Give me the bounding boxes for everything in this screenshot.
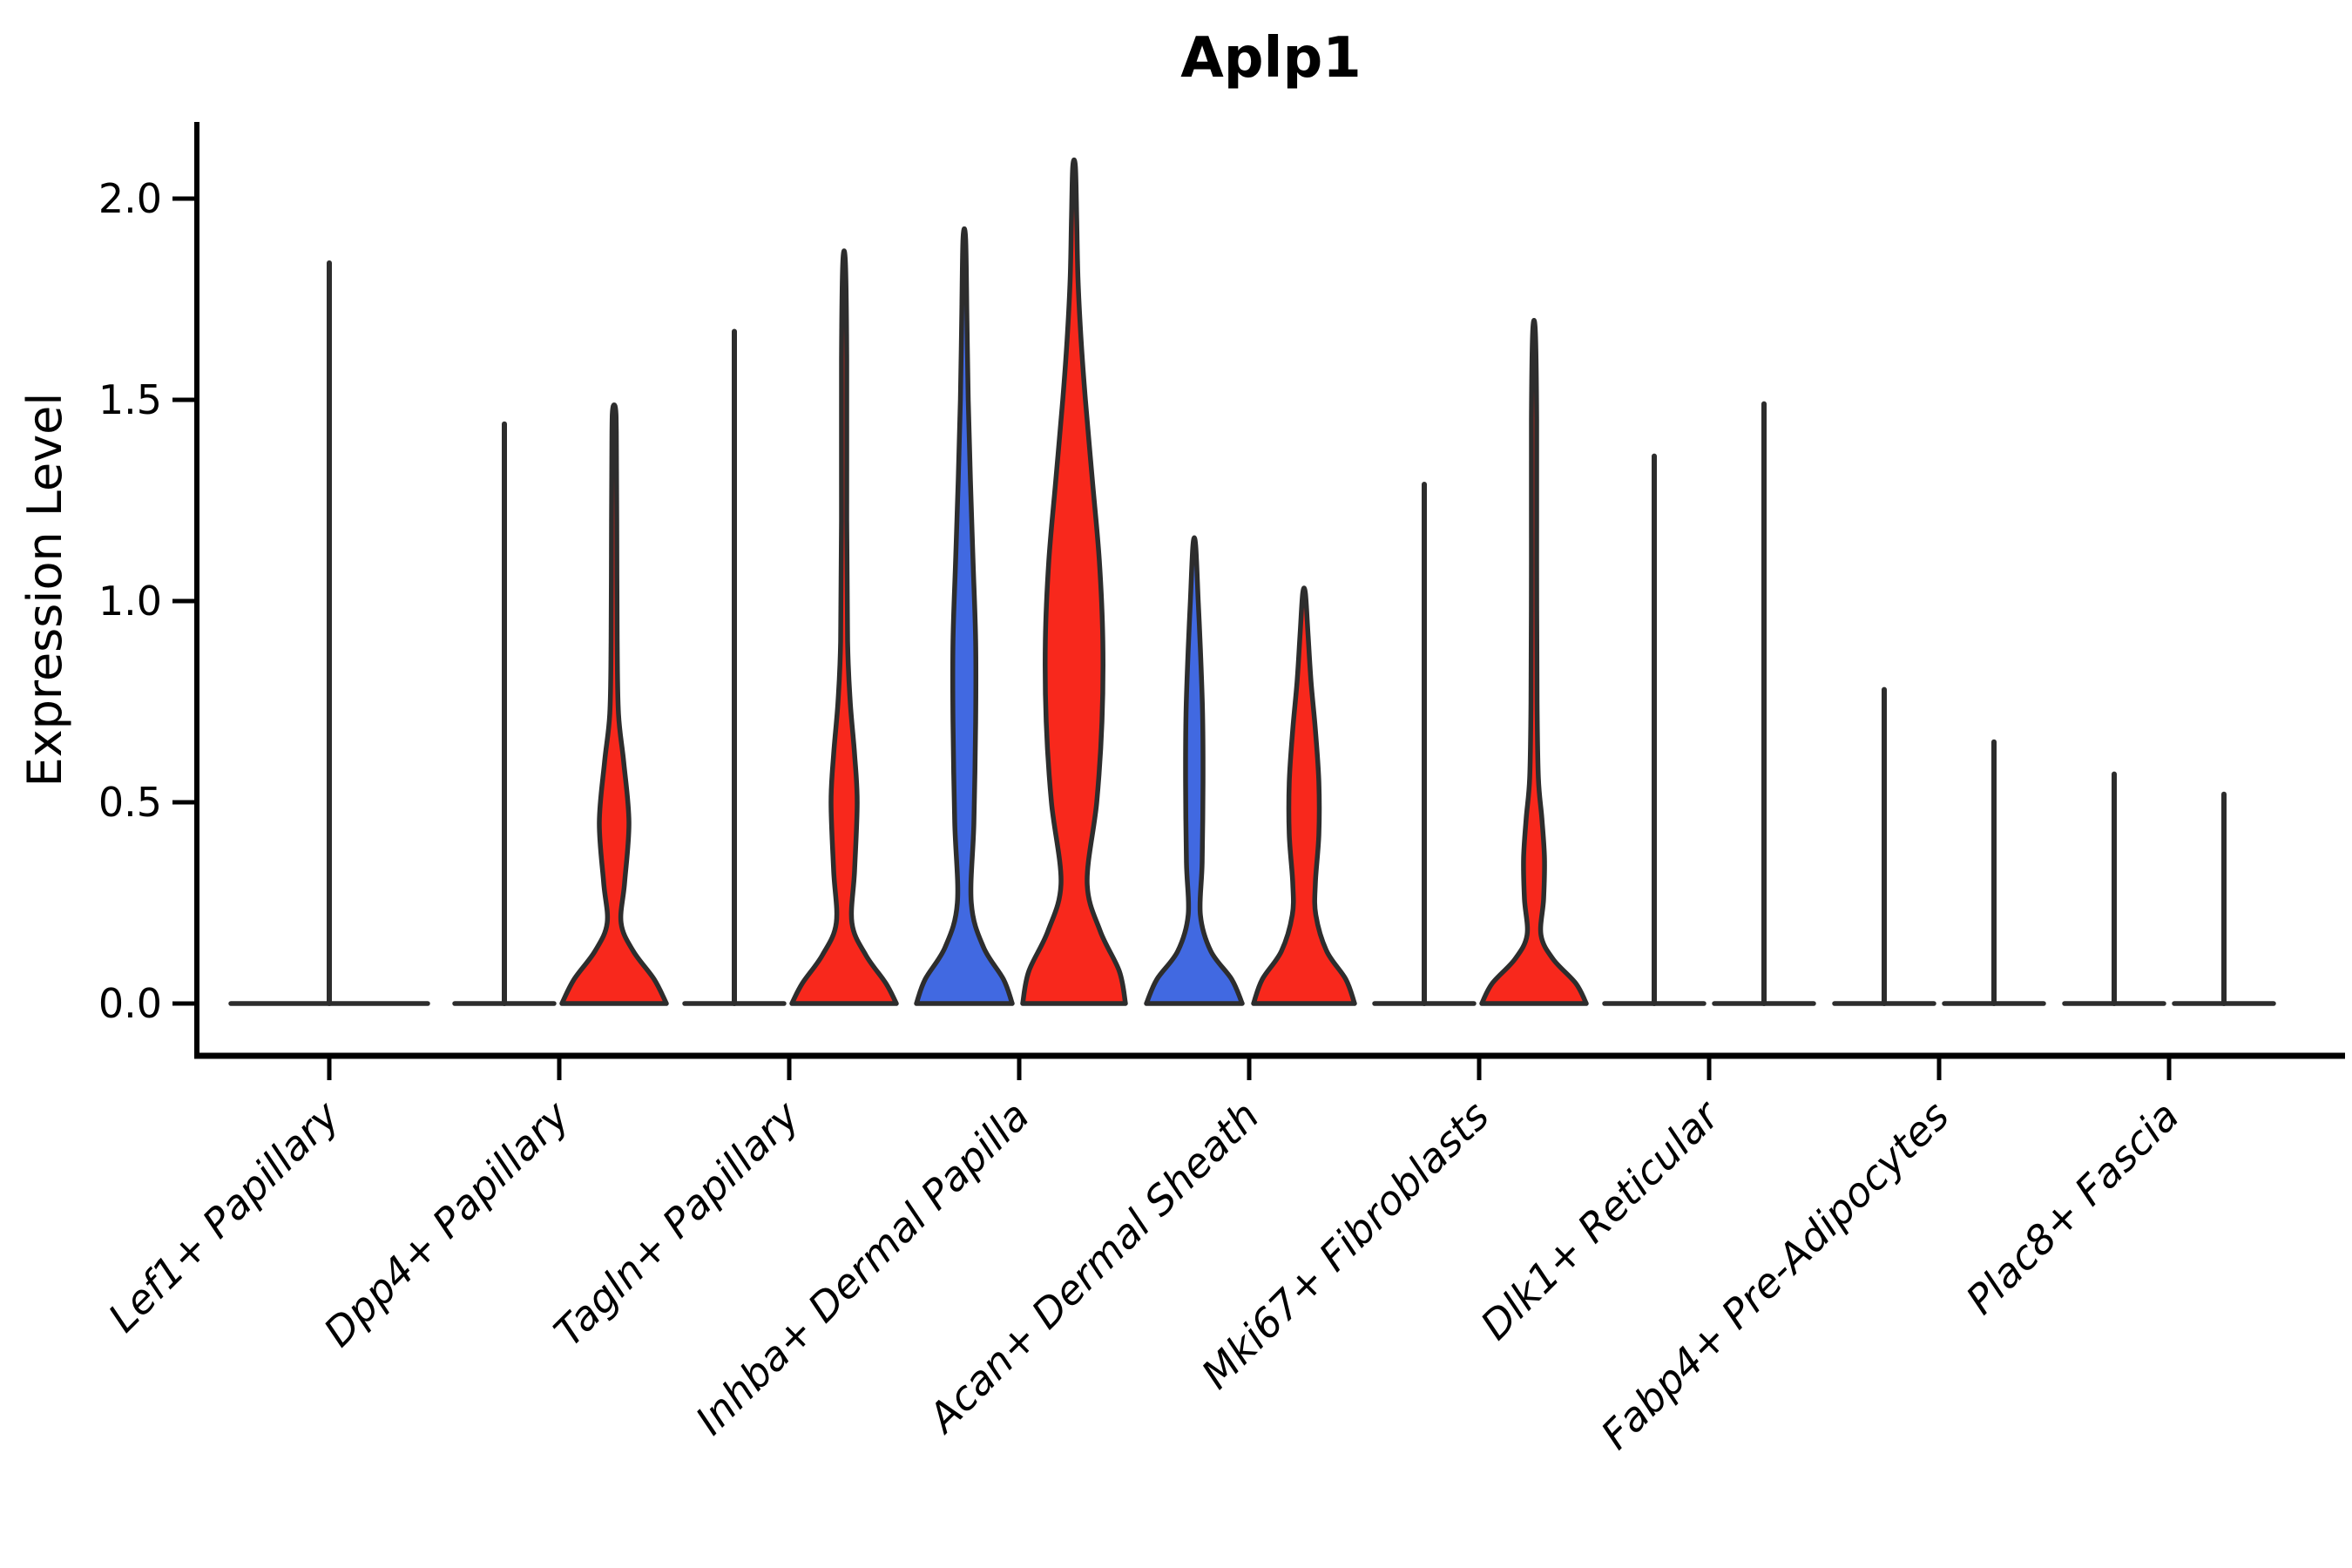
violin-body xyxy=(1251,585,1357,1006)
y-tick-label: 1.0 xyxy=(98,578,162,625)
violin-mki67-fibroblasts-left xyxy=(1372,482,1477,1006)
violin-plac8-fascia-left xyxy=(2062,771,2166,1006)
violin-tagln-papillary-right xyxy=(789,248,899,1006)
x-tick-label: Lef1+ Papillary xyxy=(99,1092,348,1341)
violin-inhba-dermal-papilla-right xyxy=(1020,157,1128,1006)
violin-dlk1-reticular-left xyxy=(1602,453,1707,1006)
violin-body xyxy=(914,226,1015,1006)
y-axis-label: Expression Level xyxy=(17,393,72,787)
violin-dlk1-reticular-right xyxy=(1712,401,1816,1006)
x-tick-label: Dpp4+ Papillary xyxy=(314,1092,578,1355)
violin-body xyxy=(1020,157,1128,1006)
violin-fabp4-pre-adipocytes-right xyxy=(1942,739,2046,1006)
violin-inhba-dermal-papilla-left xyxy=(914,226,1015,1006)
y-tick-label: 2.0 xyxy=(98,175,162,222)
x-tick-label: Dlk1+ Reticular xyxy=(1471,1090,1730,1348)
x-tick-label: Tagln+ Papillary xyxy=(544,1092,808,1355)
violin-lef1-papillary-center xyxy=(228,260,430,1006)
violin-dpp4-papillary-right xyxy=(559,402,669,1006)
y-tick-label: 0.0 xyxy=(98,980,162,1027)
violin-body xyxy=(559,402,669,1006)
violin-acan-dermal-sheath-right xyxy=(1251,585,1357,1006)
violin-tagln-papillary-left xyxy=(682,328,787,1006)
x-tick-label: Plac8+ Fascia xyxy=(1957,1092,2187,1323)
violin-dpp4-papillary-left xyxy=(452,421,557,1006)
violin-body xyxy=(1144,535,1245,1006)
violin-acan-dermal-sheath-left xyxy=(1144,535,1245,1006)
y-axis: 0.0 0.5 1.0 1.5 2.0 xyxy=(98,175,197,1027)
violin-fabp4-pre-adipocytes-left xyxy=(1832,686,1936,1006)
y-tick-label: 1.5 xyxy=(98,376,162,423)
violin-body xyxy=(789,248,899,1006)
y-tick-label: 0.5 xyxy=(98,779,162,826)
violins-layer xyxy=(228,157,2276,1006)
violin-body xyxy=(1479,318,1589,1006)
violin-mki67-fibroblasts-right xyxy=(1479,318,1589,1006)
chart-title: Aplp1 xyxy=(1180,26,1362,91)
violin-plac8-fascia-right xyxy=(2172,791,2276,1006)
